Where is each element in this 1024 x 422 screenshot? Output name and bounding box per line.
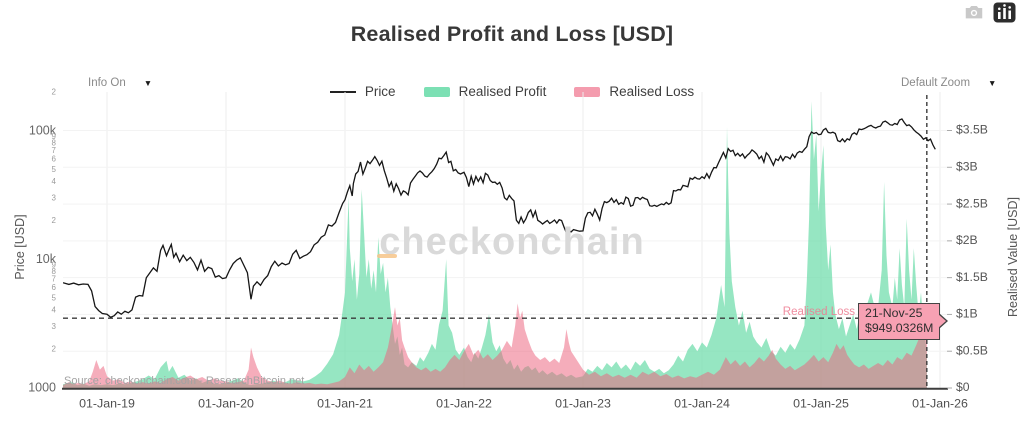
svg-text:4: 4 [52,306,57,315]
svg-text:6: 6 [52,283,57,292]
svg-text:1000: 1000 [28,380,56,394]
chart-settings-icon[interactable] [993,2,1016,23]
svg-text:01-Jan-26: 01-Jan-26 [912,396,968,410]
tooltip-arrow-icon [938,314,947,328]
svg-text:3: 3 [52,322,57,331]
source-credit: Source: checkonchain.com - ResearchBitco… [64,375,305,387]
svg-text:9: 9 [52,260,57,269]
camera-icon[interactable] [963,2,985,21]
legend: Price Realised Profit Realised Loss [0,84,1024,99]
legend-label: Realised Profit [458,84,547,99]
svg-text:01-Jan-24: 01-Jan-24 [674,396,730,410]
svg-text:$2B: $2B [956,233,978,247]
legend-label: Price [364,84,396,99]
svg-text:9: 9 [52,132,57,141]
svg-text:$3B: $3B [956,160,978,174]
svg-text:01-Jan-22: 01-Jan-22 [436,396,492,410]
legend-item-realised-loss[interactable]: Realised Loss [574,84,694,99]
tooltip-value: $949.0326M [865,321,934,335]
legend-label: Realised Loss [609,84,695,99]
legend-item-price[interactable]: Price [329,84,396,99]
svg-text:01-Jan-23: 01-Jan-23 [555,396,611,410]
svg-text:01-Jan-21: 01-Jan-21 [317,396,373,410]
svg-text:$1.5B: $1.5B [956,270,988,284]
svg-text:01-Jan-19: 01-Jan-19 [79,396,135,410]
chevron-down-icon: ▼ [988,78,997,88]
svg-text:6: 6 [52,155,57,164]
svg-text:$3.5B: $3.5B [956,123,988,137]
watermark-dash [377,254,397,258]
default-zoom-label: Default Zoom [901,77,971,89]
info-on-label: Info On [88,77,126,89]
legend-item-realised-profit[interactable]: Realised Profit [423,84,547,99]
realised-profit-swatch [423,86,450,97]
svg-text:5: 5 [52,165,57,174]
svg-text:3: 3 [52,193,57,202]
info-on-dropdown[interactable]: Info On ▼ [88,77,152,89]
svg-text:2: 2 [52,87,57,96]
svg-text:01-Jan-25: 01-Jan-25 [793,396,849,410]
svg-text:$2.5B: $2.5B [956,196,988,210]
modebar [963,2,1016,23]
svg-text:7: 7 [52,146,57,155]
realised-loss-annotation: Realised Loss [782,306,855,318]
tooltip-date: 21-Nov-25 [865,306,923,320]
svg-text:5: 5 [52,293,57,302]
svg-text:2: 2 [52,344,57,353]
svg-text:10k: 10k [36,252,57,266]
realised-loss-swatch [574,86,601,97]
chevron-down-icon: ▼ [143,78,153,88]
svg-text:8: 8 [52,267,57,276]
y-axis-title-right: Realised Value [USD] [1006,197,1020,317]
page-title: Realised Profit and Loss [USD] [350,22,674,46]
tooltip: 21-Nov-25 $949.0326M [858,303,949,340]
svg-text:2: 2 [52,216,57,225]
svg-text:4: 4 [52,177,57,186]
svg-text:$0: $0 [956,380,970,394]
svg-text:01-Jan-20: 01-Jan-20 [198,396,254,410]
svg-text:$0.5B: $0.5B [956,343,988,357]
svg-text:8: 8 [52,139,57,148]
default-zoom-dropdown[interactable]: Default Zoom ▼ [901,77,996,89]
svg-text:100k: 100k [29,123,57,137]
svg-text:7: 7 [52,275,57,284]
svg-text:$1B: $1B [956,307,978,321]
price-line-swatch [329,90,356,93]
y-axis-title-left: Price [USD] [13,214,27,280]
